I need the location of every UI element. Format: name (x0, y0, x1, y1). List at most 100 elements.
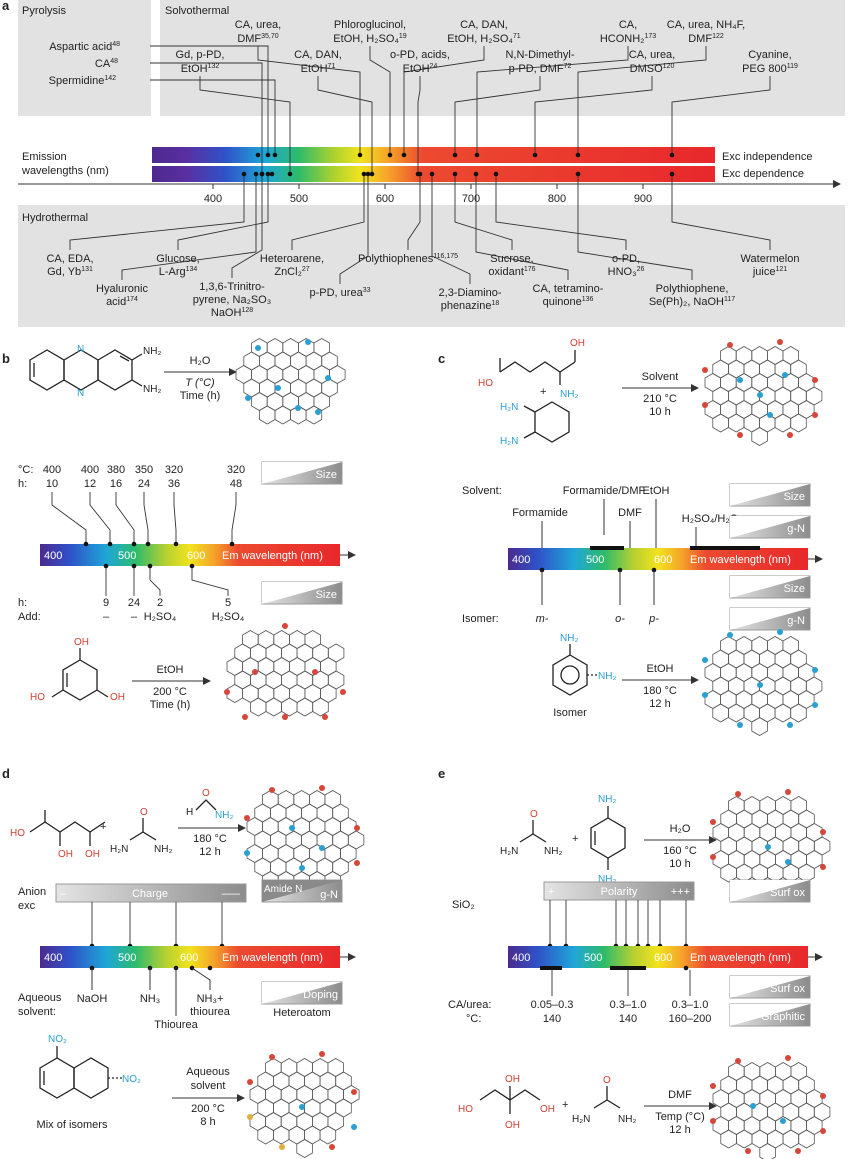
solvothermal-label-l2: p-PD, DMF72 (509, 63, 572, 75)
heteroatom-dot (289, 825, 295, 831)
heteroatom-dot (322, 714, 328, 720)
heteroatom-dot (340, 689, 346, 695)
solvothermal-label-l2-text: EtOH, H₂SO₄ (447, 33, 513, 45)
condition-b1: T (°C) (185, 377, 215, 389)
emission-dot-b2 (189, 563, 195, 569)
nh2-e-top: NH₂ (598, 794, 616, 805)
emission-dot-b (145, 541, 151, 547)
size-label-b1: Size (316, 469, 337, 481)
leader-b (115, 492, 135, 544)
carbon-dot-flake-c1 (702, 339, 823, 446)
solvothermal-label-l2: DMSO120 (630, 63, 675, 75)
anion-label-2: exc (18, 900, 36, 912)
solvothermal-label-l1: CA, DAN, (294, 49, 342, 61)
reagent-c1: Solvent (642, 371, 679, 383)
hydrothermal-label-l2: quinone136 (543, 296, 594, 308)
heteroatom-dot (782, 372, 788, 378)
heteroatom-dot (820, 864, 826, 870)
bar-d-em: Em wavelength (nm) (222, 952, 323, 964)
hexagon-ring (250, 697, 267, 717)
axis-tick-label: 400 (204, 193, 222, 205)
nh2-c3: NH₂ (560, 633, 578, 644)
isomer-labels: m-o-p- (536, 613, 660, 625)
hours-add-rows: 9 – 24 – 2 H₂SO₄ 5 H₂SO₄ (103, 597, 245, 623)
pyrolysis-label: Spermidine142 (49, 75, 116, 87)
hydrothermal-label-l2: Gd, Yb131 (47, 266, 93, 278)
heteroatom-dot (269, 787, 275, 793)
hydrothermal-region (18, 205, 845, 327)
emission-dot (669, 171, 675, 177)
solvothermal-leader (257, 46, 361, 155)
polarity-wedge (543, 881, 695, 901)
solvothermal-label-l2: DMF122 (688, 33, 724, 45)
heteroatom-dot (787, 432, 793, 438)
panel-d-label: d (2, 766, 10, 781)
heteroatom-dot (319, 1051, 325, 1057)
temp-value-e: 140 (543, 1013, 561, 1025)
range-bar-c (690, 546, 760, 550)
emission-dot (241, 171, 247, 177)
mix-isomers-label: Mix of isomers (37, 1119, 108, 1131)
heteroatom-dot (351, 1089, 357, 1095)
heteroatom-dot (244, 850, 250, 856)
solvothermal-label-l1: CA, urea, (629, 49, 675, 61)
emission-dot (265, 152, 271, 158)
pyrolysis-ref: 142 (104, 75, 116, 82)
temp-value: 400 (43, 464, 61, 476)
solvothermal-label-l2-text: DMSO (630, 63, 663, 75)
solvothermal-ref: 71 (513, 33, 521, 40)
heteroatom-dot (737, 432, 743, 438)
solvothermal-ref: 119 (787, 63, 798, 70)
heteroatom-dot (269, 1054, 275, 1060)
heteroatom-dot (252, 669, 258, 675)
solvothermal-label-l2: EtOH132 (181, 63, 220, 75)
solvothermal-ref: 24 (430, 63, 438, 70)
ratio-value: 0.3–1.0 (672, 999, 709, 1011)
temp-value: 320 (227, 464, 245, 476)
leader-b (89, 492, 111, 544)
deg-label: °C: (466, 1013, 481, 1025)
pyrolysis-leader (150, 62, 263, 174)
pyrolysis-label: CA48 (95, 58, 118, 70)
aqueous-solvent-name: NH₃ (140, 993, 160, 1005)
size-wedge-b2-shape (262, 582, 342, 604)
doping-wedge-shape (262, 982, 342, 1004)
solvothermal-label-l2: DMF35,70 (237, 33, 278, 45)
temp-value: 320 (165, 464, 183, 476)
emission-dot (387, 152, 393, 158)
hydrothermal-label-l2: HNO₃26 (608, 266, 645, 278)
o-d: O (140, 807, 148, 818)
hydrothermal-label-text: acid (106, 296, 126, 308)
bar-e-500: 500 (584, 952, 602, 964)
hydrothermal-label-l1: Glucose, (156, 253, 199, 265)
heteroatom-dot (351, 1124, 357, 1130)
hexagon-ring (281, 697, 298, 717)
carbon-dot-flake-c2 (702, 629, 823, 736)
aqueous-solvent-name: NaOH (77, 993, 108, 1005)
hexagon-ring (296, 1139, 313, 1158)
condition-e4: 12 h (669, 1124, 690, 1136)
emission-dot (365, 171, 371, 177)
bar-e-400: 400 (512, 952, 530, 964)
plus-e: + (572, 833, 578, 845)
condition-c3: 180 °C (643, 685, 677, 697)
hydrothermal-label-l2: pyrene, Na₂SO₃ (193, 294, 271, 306)
pyrolysis-name: Spermidine (49, 75, 105, 87)
heteroatom-dot (247, 1114, 253, 1120)
solvothermal-ref: 72 (564, 63, 572, 70)
polarity-plus3: +++ (671, 886, 690, 898)
gn-label-c2: g-N (787, 615, 805, 627)
heteroatom-dot (785, 1055, 791, 1061)
heteroatom-dot (255, 345, 261, 351)
oh-c: OH (570, 338, 585, 349)
hydrothermal-label-text: p-PD, urea (310, 287, 364, 299)
hydrothermal-ref: 26 (637, 266, 645, 273)
isomer-name: p- (648, 613, 659, 625)
h2n-d: H₂N (110, 844, 128, 855)
spectrum-bar-c (508, 548, 808, 570)
hydrothermal-label-l2: juice121 (752, 266, 787, 278)
bar-e-600: 600 (654, 952, 672, 964)
emission-dot (473, 171, 479, 177)
